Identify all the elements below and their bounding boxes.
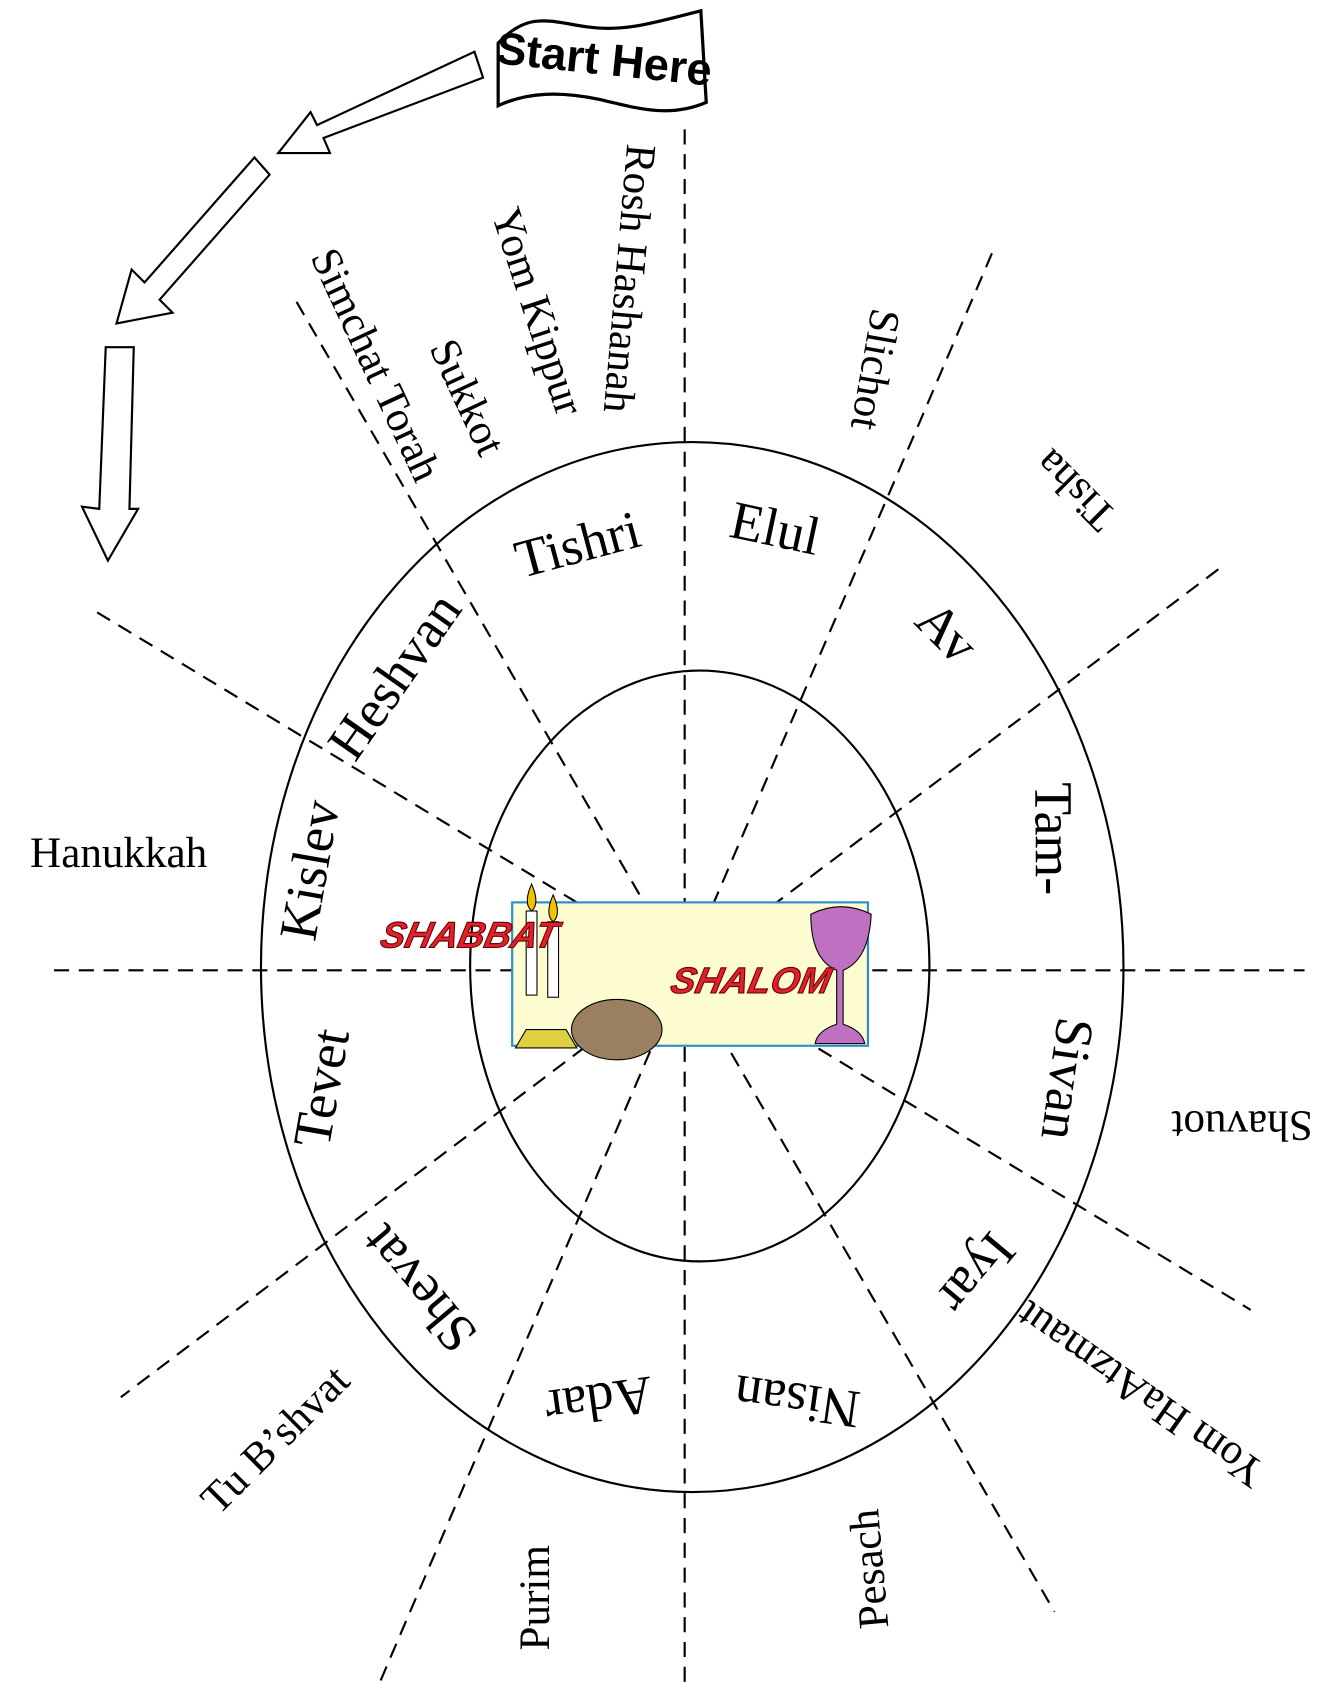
holiday-label: Pesach: [841, 1507, 898, 1630]
month-label: Shevat: [348, 1213, 488, 1364]
holiday-label: Purim: [512, 1545, 559, 1650]
arrow: [82, 347, 138, 560]
month-label: Av: [904, 589, 990, 675]
month-label: Kislev: [268, 796, 352, 945]
month-label: Iyar: [926, 1221, 1028, 1326]
challah: [571, 999, 662, 1059]
holiday-label: Rosh Hashanah: [594, 142, 664, 414]
month-label: Nisan: [731, 1363, 864, 1440]
month-label: Heshvan: [316, 582, 473, 771]
holiday-label: Tisha: [1026, 440, 1126, 540]
arrow: [278, 52, 483, 153]
month-label: Elul: [725, 489, 825, 566]
holiday-label: Slichot: [841, 305, 909, 433]
badge-text: SHALOM: [667, 959, 836, 1001]
month-label: Tevet: [281, 1024, 361, 1152]
holiday-label: Yom Kippur: [482, 202, 593, 421]
hebrew-calendar-map: Start Here SHABBAT SHALOM Tishri Elul Av…: [0, 0, 1337, 1684]
holiday-label: Yom HaAtzmaut: [1008, 1291, 1274, 1497]
holiday-label: Shavuot: [1171, 1101, 1312, 1148]
center-badge: SHABBAT SHALOM: [377, 884, 871, 1060]
month-label: Tishri: [509, 499, 647, 590]
month-label: Adar: [542, 1365, 657, 1439]
holiday-label: Hanukkah: [30, 830, 207, 877]
month-label: Tam-: [1024, 782, 1084, 895]
badge-text: SHABBAT: [377, 914, 566, 956]
arrow: [117, 157, 270, 323]
holiday-label: Tu B’shvat: [192, 1357, 359, 1524]
candlestick: [515, 1030, 576, 1048]
month-label: Sivan: [1029, 1014, 1106, 1144]
